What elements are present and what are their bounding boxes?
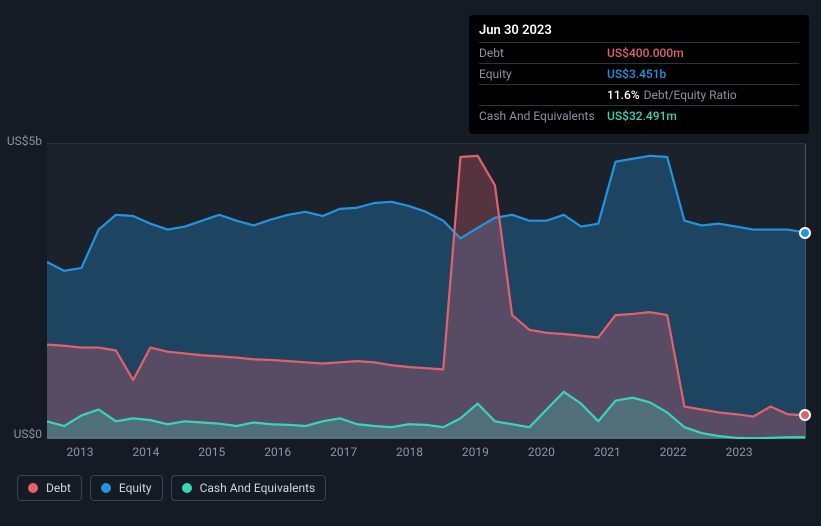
tooltip-row: 11.6% Debt/Equity Ratio <box>479 84 799 105</box>
cash-dot-icon <box>182 483 192 493</box>
legend-item-debt[interactable]: Debt <box>17 475 82 501</box>
tooltip-row-label: Debt <box>479 46 607 60</box>
chart-svg <box>47 144 805 439</box>
chart-tooltip: Jun 30 2023 DebtUS$400.000mEquityUS$3.45… <box>469 15 809 134</box>
tooltip-row: Cash And EquivalentsUS$32.491m <box>479 105 799 126</box>
x-axis-label: 2017 <box>330 445 357 459</box>
debt-dot-icon <box>28 483 38 493</box>
legend-label: Cash And Equivalents <box>200 481 316 495</box>
crosshair <box>805 144 806 439</box>
tooltip-row-extra: Debt/Equity Ratio <box>644 88 737 102</box>
tooltip-row-label: Cash And Equivalents <box>479 109 607 123</box>
equity-dot-icon <box>101 483 111 493</box>
equity-marker <box>799 227 811 239</box>
tooltip-date: Jun 30 2023 <box>479 23 799 42</box>
x-axis-label: 2013 <box>66 445 93 459</box>
legend-item-equity[interactable]: Equity <box>90 475 163 501</box>
tooltip-row-value: 11.6% <box>607 88 640 102</box>
debt-marker <box>799 409 811 421</box>
tooltip-row-value: US$3.451b <box>607 67 666 81</box>
x-axis-label: 2014 <box>132 445 159 459</box>
y-axis-label-max: US$5b <box>0 134 42 148</box>
x-axis-label: 2021 <box>594 445 621 459</box>
x-axis-label: 2023 <box>726 445 753 459</box>
tooltip-row-label <box>479 88 607 102</box>
legend-label: Debt <box>46 481 71 495</box>
tooltip-row: DebtUS$400.000m <box>479 42 799 63</box>
x-axis-label: 2020 <box>528 445 555 459</box>
x-axis-label: 2015 <box>198 445 225 459</box>
x-axis-label: 2022 <box>660 445 687 459</box>
x-axis-label: 2018 <box>396 445 423 459</box>
tooltip-row-label: Equity <box>479 67 607 81</box>
legend-item-cash[interactable]: Cash And Equivalents <box>171 475 327 501</box>
tooltip-row-value: US$400.000m <box>607 46 684 60</box>
x-axis-label: 2019 <box>462 445 489 459</box>
tooltip-row-value: US$32.491m <box>607 109 677 123</box>
x-axis: 2013 2014 2015 2016 2017 2018 2019 2020 2021 2022… <box>47 445 805 465</box>
legend: Debt Equity Cash And Equivalents <box>17 475 326 501</box>
x-axis-label: 2016 <box>264 445 291 459</box>
y-axis-label-min: US$0 <box>0 427 42 441</box>
plot-area[interactable] <box>47 143 805 438</box>
legend-label: Equity <box>119 481 152 495</box>
tooltip-row: EquityUS$3.451b <box>479 63 799 84</box>
